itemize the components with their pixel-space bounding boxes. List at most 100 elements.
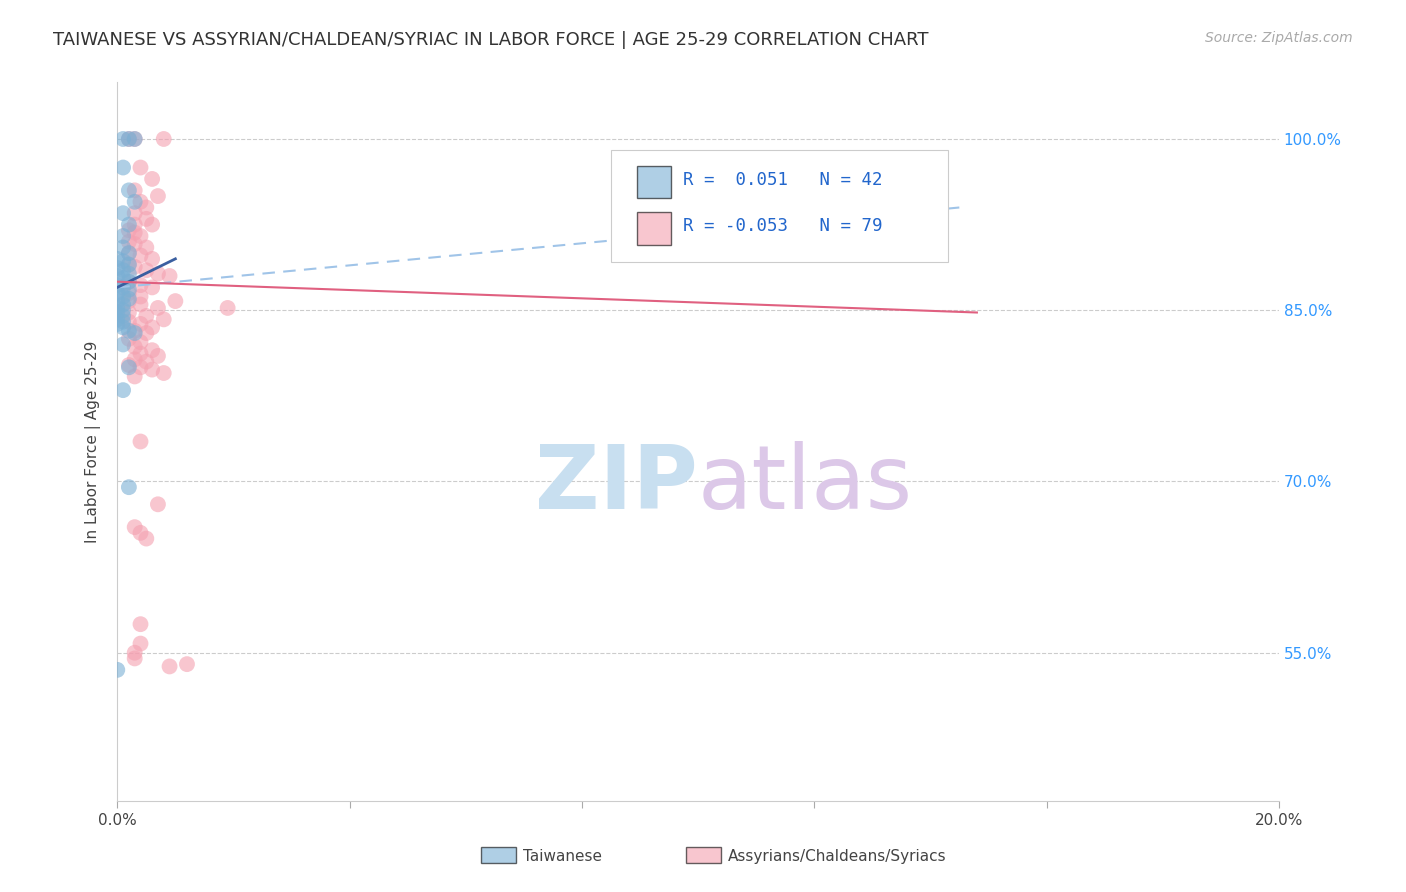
FancyBboxPatch shape — [637, 212, 672, 244]
Point — [135, 309, 157, 323]
Point — [124, 132, 146, 146]
Point — [112, 240, 135, 254]
Point — [112, 263, 135, 277]
Point — [135, 211, 157, 226]
Point — [159, 268, 181, 283]
Point — [124, 194, 146, 209]
Point — [118, 275, 141, 289]
Point — [129, 360, 152, 375]
FancyBboxPatch shape — [637, 166, 672, 198]
Point — [105, 252, 128, 266]
Point — [112, 297, 135, 311]
Text: atlas: atlas — [699, 442, 914, 528]
Point — [118, 360, 141, 375]
Point — [105, 663, 128, 677]
Text: Source: ZipAtlas.com: Source: ZipAtlas.com — [1205, 31, 1353, 45]
Point — [129, 335, 152, 350]
Point — [105, 278, 128, 293]
Point — [141, 362, 163, 376]
Point — [129, 194, 152, 209]
Point — [118, 283, 141, 297]
Point — [112, 229, 135, 244]
Point — [152, 312, 174, 326]
Point — [105, 301, 128, 315]
Point — [118, 258, 141, 272]
Point — [124, 206, 146, 220]
Point — [124, 260, 146, 274]
Point — [129, 161, 152, 175]
Point — [129, 289, 152, 303]
Point — [118, 292, 141, 306]
Point — [105, 286, 128, 301]
Point — [124, 218, 146, 232]
Point — [124, 226, 146, 240]
Point — [118, 258, 141, 272]
Point — [152, 132, 174, 146]
Text: R =  0.051   N = 42: R = 0.051 N = 42 — [683, 170, 883, 189]
Text: ZIP: ZIP — [536, 442, 699, 528]
Point — [141, 252, 163, 266]
Point — [146, 497, 169, 511]
Point — [141, 320, 163, 334]
Point — [129, 434, 152, 449]
Point — [135, 354, 157, 368]
FancyBboxPatch shape — [612, 150, 948, 261]
Point — [112, 254, 135, 268]
Point — [217, 301, 239, 315]
Point — [141, 280, 163, 294]
Point — [112, 315, 135, 329]
Point — [118, 267, 141, 281]
Text: R = -0.053   N = 79: R = -0.053 N = 79 — [683, 218, 883, 235]
Point — [129, 229, 152, 244]
Point — [129, 637, 152, 651]
Point — [118, 332, 141, 346]
Point — [105, 294, 128, 309]
Point — [124, 326, 146, 340]
Point — [118, 294, 141, 309]
Point — [105, 312, 128, 326]
Point — [129, 248, 152, 262]
Point — [118, 223, 141, 237]
Point — [124, 369, 146, 384]
Point — [135, 201, 157, 215]
Point — [146, 301, 169, 315]
Point — [124, 646, 146, 660]
Point — [105, 317, 128, 331]
Point — [124, 352, 146, 367]
Point — [112, 271, 135, 285]
Point — [112, 280, 135, 294]
Y-axis label: In Labor Force | Age 25-29: In Labor Force | Age 25-29 — [86, 341, 101, 542]
Text: Taiwanese: Taiwanese — [523, 849, 602, 863]
Point — [112, 320, 135, 334]
Point — [112, 337, 135, 351]
Point — [135, 263, 157, 277]
Point — [129, 278, 152, 293]
Point — [129, 346, 152, 360]
Point — [118, 358, 141, 372]
Point — [118, 132, 141, 146]
Point — [129, 297, 152, 311]
Point — [118, 183, 141, 197]
Point — [118, 286, 141, 301]
Point — [141, 343, 163, 358]
Point — [124, 520, 146, 534]
Point — [124, 324, 146, 338]
Point — [118, 235, 141, 249]
Point — [118, 324, 141, 338]
Point — [124, 651, 146, 665]
Point — [129, 525, 152, 540]
Point — [176, 657, 198, 672]
Point — [118, 246, 141, 260]
Point — [105, 268, 128, 283]
Point — [146, 267, 169, 281]
Point — [124, 132, 146, 146]
Point — [135, 326, 157, 340]
Point — [146, 349, 169, 363]
Point — [135, 532, 157, 546]
Point — [118, 218, 141, 232]
Point — [105, 305, 128, 319]
Point — [112, 132, 135, 146]
Point — [159, 659, 181, 673]
Point — [112, 303, 135, 318]
Point — [118, 246, 141, 260]
